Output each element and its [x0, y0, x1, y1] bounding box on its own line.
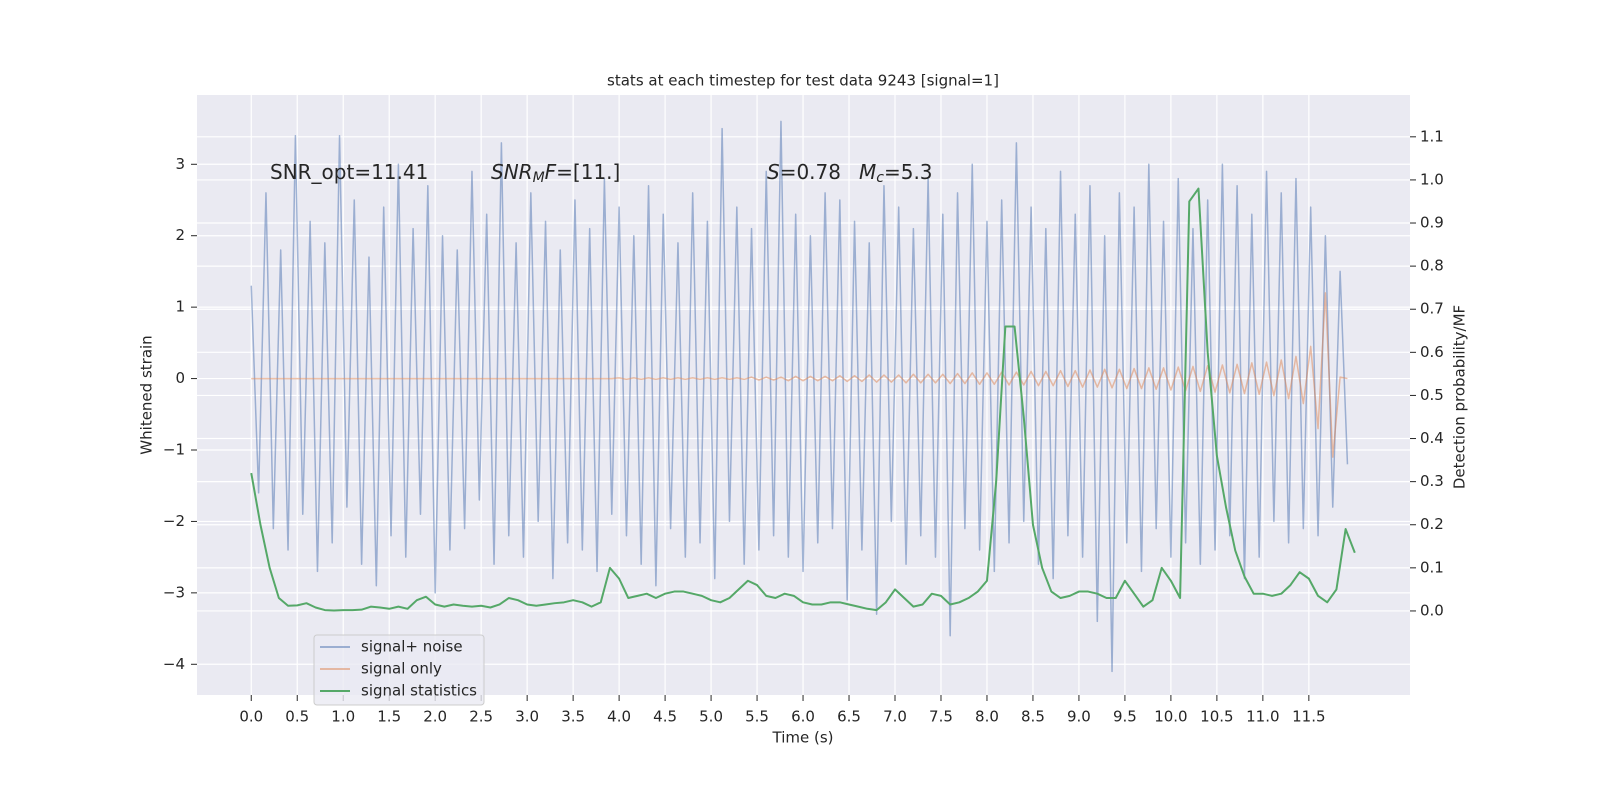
- annotation: SNR_opt=11.41: [270, 160, 428, 184]
- y2-tick-label: 0.4: [1420, 429, 1444, 447]
- y-tick-label: −4: [163, 655, 185, 673]
- annotation-part: M: [533, 170, 545, 186]
- y-tick-label: −2: [163, 512, 185, 530]
- x-tick-label: 11.0: [1246, 708, 1279, 726]
- x-tick-label: 8.5: [1021, 708, 1045, 726]
- x-tick-label: 10.0: [1154, 708, 1187, 726]
- y2-tick-label: 0.3: [1420, 472, 1444, 490]
- y-tick-label: −1: [163, 441, 185, 459]
- y-tick-label: 0: [175, 369, 185, 387]
- annotation-part: SNR_opt=11.41: [270, 160, 428, 184]
- y2-tick-label: 0.7: [1420, 300, 1444, 318]
- x-tick-label: 1.0: [331, 708, 355, 726]
- x-tick-label: 6.5: [837, 708, 861, 726]
- x-tick-label: 4.0: [607, 708, 631, 726]
- legend-label: signal statistics: [361, 682, 477, 700]
- x-tick-label: 10.5: [1200, 708, 1233, 726]
- x-tick-label: 2.5: [469, 708, 493, 726]
- x-tick-label: 6.0: [791, 708, 815, 726]
- chart-title: stats at each timestep for test data 924…: [607, 72, 999, 90]
- y-axis-label: Whitened strain: [138, 335, 156, 454]
- y2-tick-label: 0.0: [1420, 601, 1444, 619]
- y-tick-label: 3: [175, 155, 185, 173]
- annotation-part: c: [876, 170, 884, 186]
- x-tick-label: 7.5: [929, 708, 953, 726]
- x-axis-label: Time (s): [772, 729, 834, 747]
- annotation: SNRMF=[11.]: [491, 160, 620, 187]
- series-line: [251, 292, 1348, 458]
- series-line: [250, 187, 1356, 612]
- x-tick-label: 2.0: [423, 708, 447, 726]
- x-tick-label: 8.0: [975, 708, 999, 726]
- y2-tick-label: 0.2: [1420, 515, 1444, 533]
- annotation-part: F: [545, 160, 557, 184]
- y2-tick-label: 0.5: [1420, 386, 1444, 404]
- x-tick-label: 9.0: [1067, 708, 1091, 726]
- x-tick-label: 3.5: [561, 708, 585, 726]
- series-line: [250, 120, 1349, 673]
- annotation-part: S: [767, 160, 780, 184]
- y2-axis-label: Detection probability/MF: [1451, 305, 1469, 489]
- y-tick-label: −3: [163, 583, 185, 601]
- y2-tick-label: 0.6: [1420, 343, 1444, 361]
- annotation-part: =5.3: [884, 160, 933, 184]
- x-tick-label: 4.5: [653, 708, 677, 726]
- annotation: S=0.78: [767, 160, 841, 184]
- x-tick-label: 5.0: [699, 708, 723, 726]
- x-tick-label: 11.5: [1292, 708, 1325, 726]
- y2-tick-label: 0.8: [1420, 257, 1444, 275]
- annotation-part: SNR: [491, 160, 533, 184]
- annotations: SNR_opt=11.41 SNRMF=[11.] S=0.78 Mc=5.3: [270, 160, 933, 187]
- x-tick-label: 1.5: [377, 708, 401, 726]
- x-tick-label: 0.0: [239, 708, 263, 726]
- legend-box: [313, 634, 485, 706]
- marks: [250, 120, 1356, 673]
- x-tick-label: 0.5: [285, 708, 309, 726]
- legend-label: signal only: [361, 660, 442, 678]
- y2-tick-label: 1.0: [1420, 170, 1444, 188]
- ticks: 0.0 0.5 1.0 1.5 2.0 2.5 3.0 3.5 4.0 4.5 5.0 5.5 6.0 6…: [163, 127, 1444, 725]
- annotation-part: M: [859, 160, 876, 184]
- legend-label: signal+ noise: [361, 638, 463, 656]
- y2-tick-label: 1.1: [1420, 127, 1444, 145]
- legend: signal+ noise signal only signal statistic…: [313, 634, 485, 706]
- annotation-part: =0.78: [780, 160, 841, 184]
- x-tick-label: 3.0: [515, 708, 539, 726]
- x-tick-label: 7.0: [883, 708, 907, 726]
- y-tick-label: 2: [175, 226, 185, 244]
- y-tick-label: 1: [175, 298, 185, 316]
- y2-tick-label: 0.1: [1420, 558, 1444, 576]
- x-tick-label: 9.5: [1113, 708, 1137, 726]
- annotation-part: =[11.]: [556, 160, 620, 184]
- x-tick-label: 5.5: [745, 708, 769, 726]
- y2-tick-label: 0.9: [1420, 214, 1444, 232]
- annotation: Mc=5.3: [859, 160, 933, 187]
